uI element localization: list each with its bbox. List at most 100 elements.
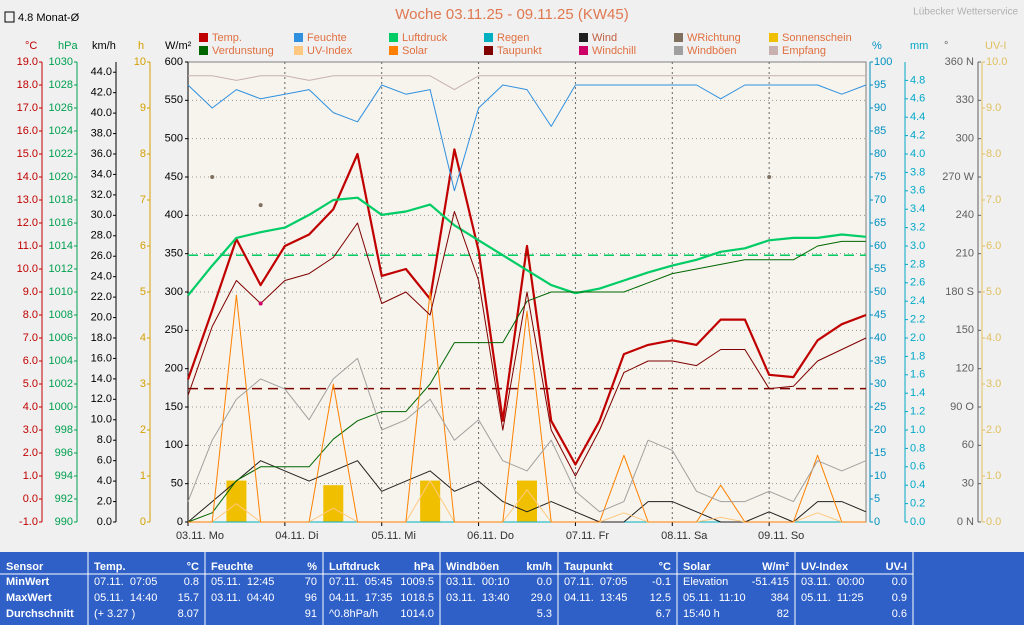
y-tick-label: 44.0 xyxy=(91,66,112,78)
table-column-unit: UV-I xyxy=(886,561,907,573)
y-tick-label: 150 xyxy=(956,324,974,336)
y-tick-label: 10 xyxy=(874,470,886,482)
table-cell: 07.11. 05:45 xyxy=(329,576,392,588)
y-tick-label: 5.0 xyxy=(23,378,38,390)
series-line xyxy=(187,211,867,477)
table-cell: 05.11. 11:25 xyxy=(801,592,864,604)
chart-title: Woche 03.11.25 - 09.11.25 (KW45) xyxy=(395,6,628,23)
x-tick-label: 03.11. Mo xyxy=(176,530,224,542)
table-cell: 70 xyxy=(305,576,317,588)
y-tick-label: 4 xyxy=(140,332,146,344)
y-tick-label: 400 xyxy=(165,209,183,221)
y-tick-label: 4.2 xyxy=(910,130,925,142)
badge-icon xyxy=(4,11,15,23)
axis-unit: % xyxy=(872,40,882,52)
table-cell: -0.1 xyxy=(652,576,671,588)
y-tick-label: 5 xyxy=(874,493,880,505)
y-tick-label: 14.0 xyxy=(91,373,112,385)
table-cell: 15.7 xyxy=(178,592,199,604)
y-tick-label: 6.0 xyxy=(97,455,112,467)
table-column-title: Temp. xyxy=(94,561,126,573)
y-tick-label: 17.0 xyxy=(17,102,38,114)
y-tick-label: 5.0 xyxy=(986,286,1001,298)
y-tick-label: 4.0 xyxy=(986,332,1001,344)
y-tick-label: 38.0 xyxy=(91,127,112,139)
y-tick-label: 998 xyxy=(55,424,73,436)
y-tick-label: 2.8 xyxy=(910,258,925,270)
y-tick-label: 8 xyxy=(140,148,146,160)
y-tick-label: 300 xyxy=(165,286,183,298)
y-tick-label: 8.0 xyxy=(97,434,112,446)
table-cell: 12.5 xyxy=(650,592,671,604)
table-column-unit: °C xyxy=(659,561,671,573)
y-tick-label: 550 xyxy=(165,94,183,106)
y-tick-label: 90 xyxy=(874,102,886,114)
table-cell: Elevation xyxy=(683,576,728,588)
point xyxy=(210,175,215,179)
y-tick-label: 0.4 xyxy=(910,479,925,491)
y-tick-label: 90 O xyxy=(950,401,974,413)
table-column-title: Windböen xyxy=(446,561,499,573)
y-tick-label: 15.0 xyxy=(17,148,38,160)
table-column-unit: % xyxy=(307,561,317,573)
y-tick-label: 992 xyxy=(55,493,73,505)
y-tick-label: 2.0 xyxy=(910,332,925,344)
y-tick-label: 14.0 xyxy=(17,171,38,183)
table-cell: 6.7 xyxy=(656,608,671,620)
y-tick-label: 1.0 xyxy=(910,424,925,436)
y-tick-label: 330 xyxy=(956,94,974,106)
table-column-unit: °C xyxy=(187,561,199,573)
y-tick-label: 24.0 xyxy=(91,271,112,283)
point xyxy=(258,301,263,306)
y-tick-label: 1018 xyxy=(49,194,73,206)
legend-swatch xyxy=(294,46,303,55)
y-tick-label: 9.0 xyxy=(986,102,1001,114)
y-tick-label: 6.0 xyxy=(986,240,1001,252)
y-tick-label: 2 xyxy=(140,424,146,436)
y-tick-label: 40.0 xyxy=(91,107,112,119)
x-tick-label: 04.11. Di xyxy=(275,530,318,542)
y-tick-label: 1.0 xyxy=(23,470,38,482)
y-tick-label: 80 xyxy=(874,148,886,160)
table-cell: 96 xyxy=(305,592,317,604)
y-tick-label: 7.0 xyxy=(986,194,1001,206)
y-tick-label: 10.0 xyxy=(91,414,112,426)
table-cell: 0.0 xyxy=(537,576,552,588)
legend-swatch xyxy=(199,46,208,55)
y-tick-label: 1.6 xyxy=(910,369,925,381)
legend-label: Temp. xyxy=(212,32,242,44)
axis-unit: °C xyxy=(25,40,37,52)
y-tick-label: 1008 xyxy=(49,309,73,321)
y-tick-label: 3.4 xyxy=(910,203,925,215)
y-tick-label: 1026 xyxy=(49,102,73,114)
y-tick-label: 1028 xyxy=(49,79,73,91)
y-tick-label: 9.0 xyxy=(23,286,38,298)
y-tick-label: 0 xyxy=(874,516,880,528)
legend-swatch xyxy=(389,46,398,55)
y-tick-label: 55 xyxy=(874,263,886,275)
y-tick-label: 34.0 xyxy=(91,168,112,180)
y-tick-label: 2.4 xyxy=(910,295,925,307)
legend-swatch xyxy=(674,46,683,55)
y-tick-label: 250 xyxy=(165,324,183,336)
axis-unit: ° xyxy=(944,40,948,52)
y-tick-label: 12.0 xyxy=(17,217,38,229)
y-tick-label: 2.6 xyxy=(910,277,925,289)
y-tick-label: 20 xyxy=(874,424,886,436)
y-tick-label: 1016 xyxy=(49,217,73,229)
table-cell: -51.415 xyxy=(752,576,789,588)
y-tick-label: 40 xyxy=(874,332,886,344)
legend-swatch xyxy=(484,33,493,42)
y-tick-label: 1022 xyxy=(49,148,73,160)
x-tick-label: 06.11. Do xyxy=(467,530,514,542)
y-tick-label: 0 xyxy=(140,516,146,528)
y-tick-label: 600 xyxy=(165,56,183,68)
y-tick-label: 7.0 xyxy=(23,332,38,344)
table-cell: 5.3 xyxy=(537,608,552,620)
y-tick-label: 0.0 xyxy=(97,516,112,528)
y-tick-label: 1.0 xyxy=(986,470,1001,482)
table-cell: 05.11. 12:45 xyxy=(211,576,274,588)
y-tick-label: 210 xyxy=(956,248,974,260)
y-tick-label: 350 xyxy=(165,248,183,260)
x-tick-label: 05.11. Mi xyxy=(371,530,415,542)
